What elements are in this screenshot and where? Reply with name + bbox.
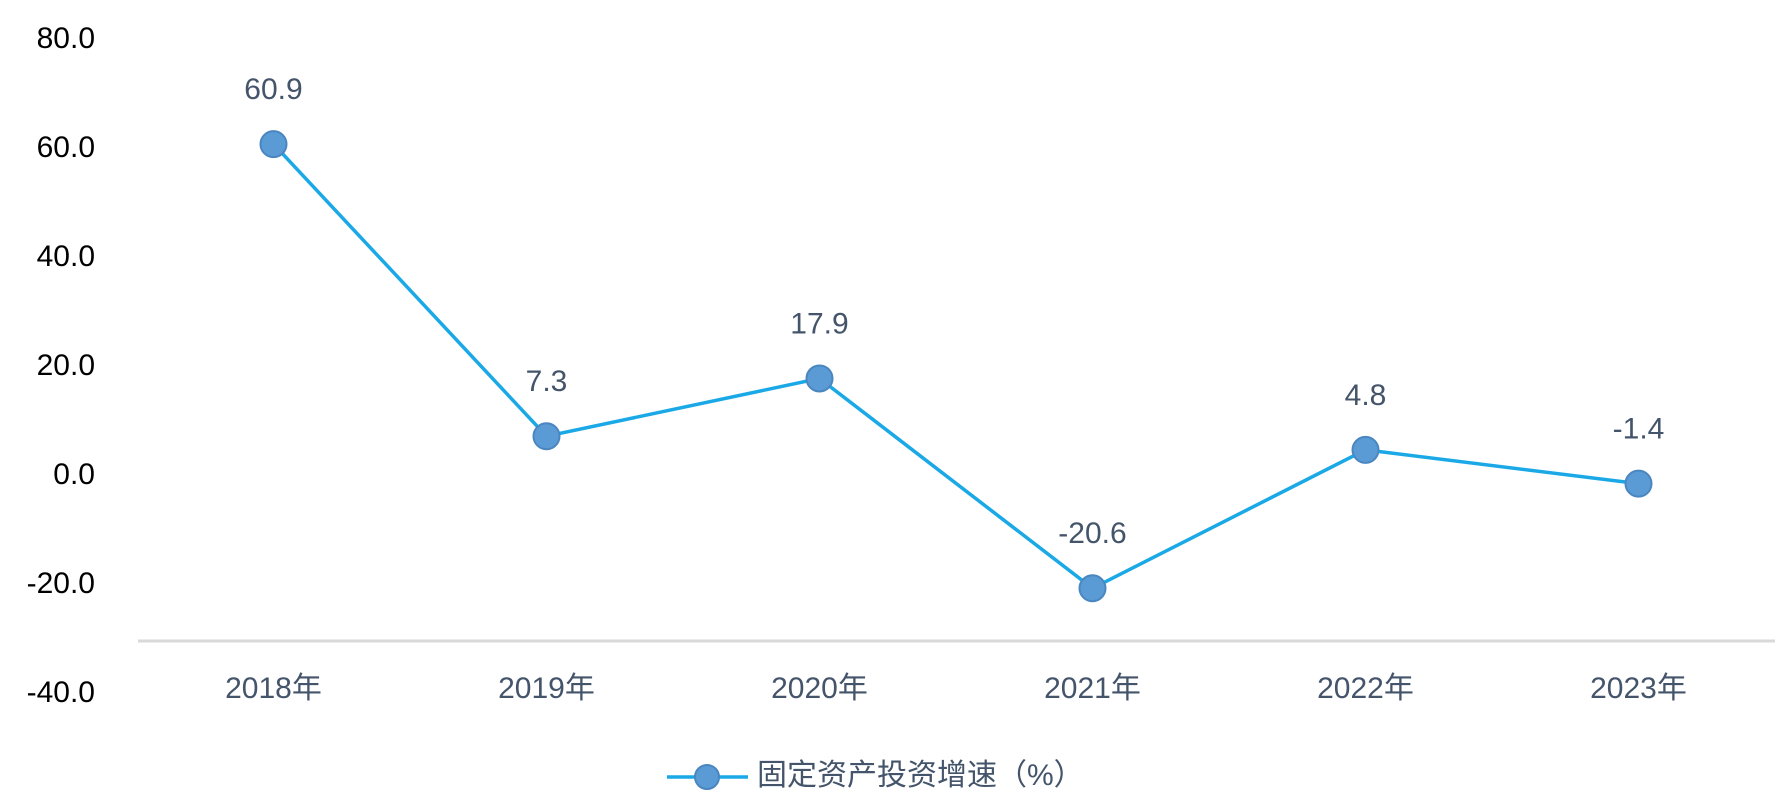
data-label: 4.8 — [1345, 379, 1387, 412]
data-label: 60.9 — [244, 73, 302, 106]
x-tick-label: 2019年 — [498, 672, 595, 705]
x-tick-label: 2023年 — [1590, 672, 1687, 705]
x-tick-label: 2020年 — [771, 672, 868, 705]
y-tick-label: 60.0 — [37, 131, 95, 164]
y-tick-label: 20.0 — [37, 349, 95, 382]
y-tick-label: 40.0 — [37, 240, 95, 273]
y-tick-label: 80.0 — [37, 22, 95, 55]
marker — [1351, 435, 1380, 464]
data-label: -1.4 — [1613, 413, 1665, 446]
x-tick-label: 2018年 — [225, 672, 322, 705]
marker — [532, 422, 561, 451]
series-line — [272, 142, 1639, 591]
marker — [259, 130, 288, 159]
y-tick-label: -40.0 — [27, 676, 95, 709]
legend-marker — [694, 764, 720, 790]
data-label: 7.3 — [526, 365, 568, 398]
marker — [1624, 469, 1653, 498]
y-tick-label: 0.0 — [53, 458, 95, 491]
y-tick-label: -20.0 — [27, 567, 95, 600]
x-tick-label: 2022年 — [1317, 672, 1414, 705]
marker — [805, 364, 834, 393]
legend-label: 固定资产投资增速（%） — [757, 759, 1084, 792]
x-tick-label: 2021年 — [1044, 672, 1141, 705]
data-label: -20.6 — [1058, 517, 1126, 550]
data-label: 17.9 — [790, 307, 848, 340]
marker — [1078, 574, 1107, 603]
